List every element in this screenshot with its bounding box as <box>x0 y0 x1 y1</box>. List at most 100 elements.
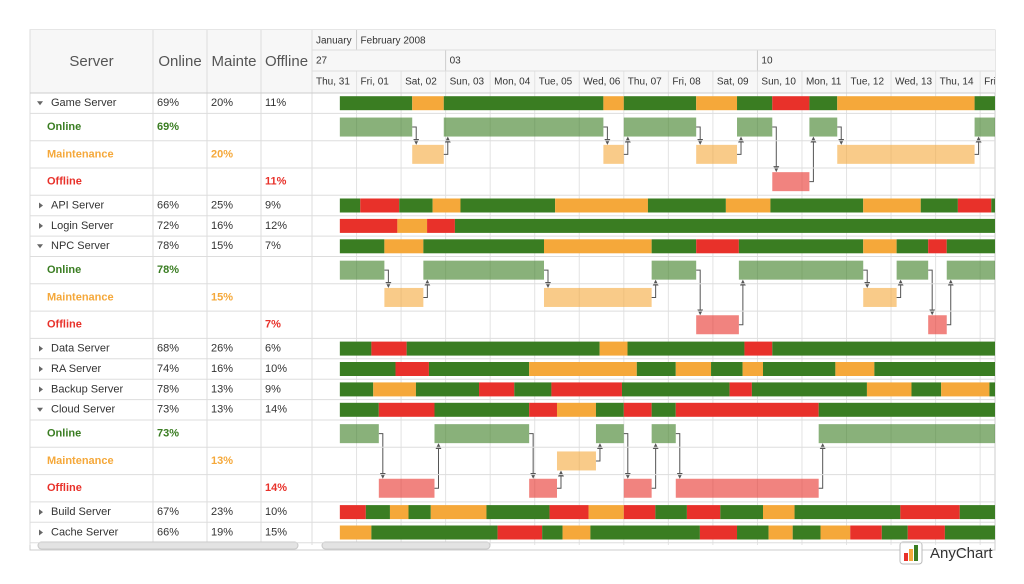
status-value: 20% <box>211 148 233 160</box>
tree-toggle[interactable] <box>39 366 43 372</box>
server-name: RA Server <box>51 363 101 375</box>
status-bar <box>339 239 385 254</box>
server-name: Backup Server <box>51 383 123 395</box>
table-scrollbar[interactable] <box>37 541 299 550</box>
tree-toggle[interactable] <box>39 529 43 536</box>
status-bar <box>428 362 530 376</box>
status-bar-detail <box>928 315 947 335</box>
status-bar-detail <box>772 172 810 192</box>
tree-toggle[interactable] <box>39 222 43 229</box>
status-label: Online <box>47 264 81 276</box>
status-bar <box>406 341 600 356</box>
status-bar <box>729 382 752 397</box>
percent-cell: 78% <box>157 240 179 252</box>
status-bar <box>621 382 730 397</box>
connector <box>378 433 386 479</box>
percent-cell: 13% <box>211 383 233 395</box>
day-label: Thu, 31 <box>316 77 350 88</box>
connector <box>818 443 826 489</box>
tree-toggle[interactable] <box>39 509 43 516</box>
status-bar <box>911 382 942 397</box>
status-bar <box>430 505 487 520</box>
connector <box>863 269 871 288</box>
status-bar <box>772 341 995 356</box>
status-bar <box>555 198 648 213</box>
day-label: Thu, 14 <box>940 77 974 88</box>
table-header <box>30 30 312 93</box>
status-bar <box>562 525 591 540</box>
status-bar <box>514 382 552 397</box>
day-label: Tue, 05 <box>539 77 573 88</box>
tree-toggle[interactable] <box>39 386 43 393</box>
status-bar <box>423 239 544 254</box>
status-bar <box>651 239 697 254</box>
percent-cell: 67% <box>157 506 179 518</box>
status-bar <box>794 505 901 520</box>
status-label: Online <box>47 121 81 133</box>
connector <box>696 269 704 316</box>
status-bar <box>763 505 795 520</box>
server-name: Cloud Server <box>51 404 116 416</box>
status-bar <box>792 525 821 540</box>
status-bar <box>365 505 390 520</box>
connector <box>974 136 982 155</box>
tree-toggle[interactable] <box>37 244 43 249</box>
timeline-scrollbar[interactable] <box>321 541 491 550</box>
percent-cell: 14% <box>265 404 287 416</box>
status-bar-detail <box>738 260 864 280</box>
status-bar <box>603 96 624 111</box>
status-bar <box>881 525 908 540</box>
percent-cell: 10% <box>265 363 287 375</box>
logo-bar <box>904 553 908 561</box>
status-bar <box>720 505 764 520</box>
status-bar <box>412 96 444 111</box>
status-bar <box>920 198 958 213</box>
status-bar-detail <box>378 478 435 498</box>
status-bar <box>427 218 455 233</box>
status-bar-detail <box>443 117 604 137</box>
connector <box>738 279 746 326</box>
connector <box>603 126 611 145</box>
connector <box>529 433 537 479</box>
status-bar <box>835 362 875 376</box>
connector <box>651 443 659 489</box>
day-label: Tue, 12 <box>851 77 885 88</box>
status-bar-detail <box>818 424 995 444</box>
tree-toggle[interactable] <box>37 407 43 412</box>
status-bar-detail <box>339 424 379 444</box>
status-value: 11% <box>265 176 287 188</box>
status-bar <box>991 198 995 213</box>
percent-cell: 26% <box>211 343 233 355</box>
status-bar <box>900 505 960 520</box>
status-bar <box>395 362 429 376</box>
frame <box>29 29 996 551</box>
tree-toggle[interactable] <box>37 101 43 106</box>
status-bar <box>957 198 992 213</box>
status-value: 7% <box>265 319 281 331</box>
status-bar <box>820 525 851 540</box>
status-bar <box>763 362 836 376</box>
day-label: Mon, 04 <box>494 77 531 88</box>
status-bar <box>339 402 379 417</box>
status-bar <box>627 341 745 356</box>
connector <box>675 433 683 479</box>
tree-toggle[interactable] <box>39 345 43 352</box>
timeline-header <box>312 30 995 93</box>
percent-cell: 13% <box>211 404 233 416</box>
connector <box>423 279 431 298</box>
status-bar <box>989 382 995 397</box>
status-bar <box>543 239 652 254</box>
tree-toggle[interactable] <box>39 202 43 209</box>
status-bar-detail <box>737 117 773 137</box>
status-bar <box>595 402 624 417</box>
status-bar-detail <box>696 144 738 164</box>
status-bar-detail <box>651 260 697 280</box>
status-bar <box>675 402 819 417</box>
status-bar <box>737 525 769 540</box>
status-bar <box>675 362 712 376</box>
day-label: Sat, 02 <box>405 77 437 88</box>
status-bar <box>371 341 407 356</box>
status-bar-detail <box>675 478 819 498</box>
percent-cell: 6% <box>265 343 281 355</box>
day-label: Sun, 03 <box>450 77 485 88</box>
